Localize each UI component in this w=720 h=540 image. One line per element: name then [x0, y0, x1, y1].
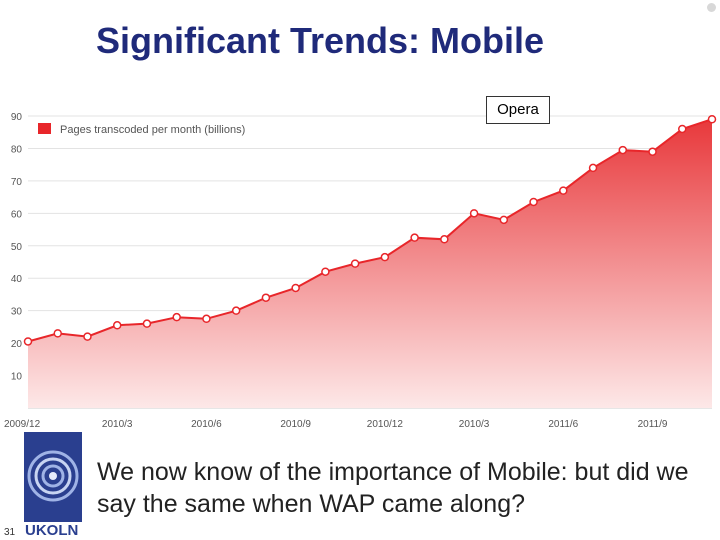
data-point: [469, 209, 479, 218]
data-point: [202, 314, 211, 324]
x-tick-label: 2009/12: [4, 419, 41, 430]
legend: Pages transcoded per month (billions): [38, 123, 245, 136]
y-tick-label: 20: [11, 339, 23, 350]
data-point: [231, 306, 241, 315]
source-label: Opera: [486, 96, 550, 124]
x-tick-label: 2011/9: [638, 419, 668, 430]
data-point: [380, 252, 390, 262]
data-point: [618, 145, 628, 155]
ukoln-logo: [24, 432, 82, 522]
data-point: [499, 215, 509, 225]
x-tick-label: 2011/6: [548, 419, 578, 430]
y-tick-label: 80: [11, 144, 23, 155]
slide-body-text: We now know of the importance of Mobile:…: [97, 458, 689, 518]
data-point: [410, 233, 419, 242]
series-line: [27, 118, 713, 343]
legend-label: Pages transcoded per month (billions): [60, 124, 245, 136]
data-point: [321, 267, 330, 276]
y-tick-label: 90: [11, 112, 23, 123]
data-point: [291, 283, 300, 293]
data-point: [261, 293, 271, 302]
x-tick-label: 2010/12: [367, 419, 404, 430]
y-tick-label: 70: [11, 177, 23, 188]
data-point: [172, 312, 181, 322]
data-point: [350, 259, 360, 268]
data-point: [648, 147, 657, 156]
y-tick-label: 30: [11, 307, 23, 318]
data-point: [678, 124, 687, 134]
slide-title: Significant Trends: Mobile: [96, 20, 545, 61]
data-point: [588, 163, 598, 173]
data-point: [440, 235, 449, 244]
data-point: [559, 186, 568, 195]
x-tick-labels: 2009/12 2010/3 2010/6 2010/9 2010/12 2010/3 20…: [4, 419, 668, 430]
legend-swatch: [38, 123, 51, 134]
eye-logo-icon: [24, 432, 82, 522]
data-point: [53, 329, 62, 338]
data-point: [112, 321, 122, 330]
x-tick-label: 2010/3: [459, 419, 490, 430]
x-tick-label: 2010/9: [280, 419, 311, 430]
data-points: [23, 114, 717, 346]
x-tick-label: 2010/3: [102, 419, 133, 430]
data-point: [529, 197, 538, 207]
series-area: [28, 119, 712, 408]
y-tick-labels: 10 20 30 40 50 60 70 80 90: [11, 112, 23, 383]
data-point: [707, 114, 717, 124]
data-point: [142, 319, 152, 328]
page-number: 31: [4, 527, 16, 538]
y-tick-label: 50: [11, 242, 23, 253]
x-tick-label: 2010/6: [191, 419, 222, 430]
y-tick-label: 10: [11, 372, 23, 383]
corner-dot: [707, 3, 716, 12]
logo-text: UKOLN: [25, 522, 79, 539]
y-tick-label: 60: [11, 209, 23, 220]
data-point: [83, 332, 92, 341]
data-point: [23, 337, 33, 346]
y-tick-label: 40: [11, 274, 23, 285]
